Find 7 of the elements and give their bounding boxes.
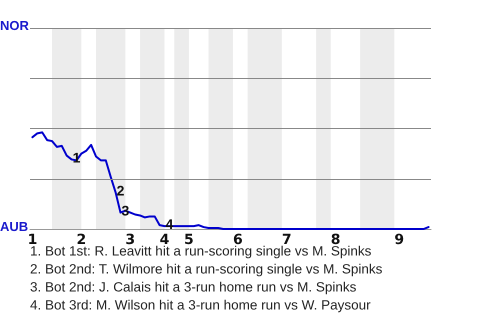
text: 4. Bot 3rd: M. Wilson hit a 3-run home run vs W. Paysour: [30, 298, 372, 312]
text: AUB: [0, 219, 28, 234]
text: 2. Bot 2nd: T. Wilmore hit a run-scoring single vs M. Spinks: [30, 262, 383, 276]
text: NOR: [0, 18, 30, 33]
annotation: 2: [116, 182, 125, 198]
x-tick-label: 9: [394, 232, 404, 248]
text: 3. Bot 2nd: J. Calais hit a 3-run home run vs M. Spinks: [30, 280, 357, 294]
